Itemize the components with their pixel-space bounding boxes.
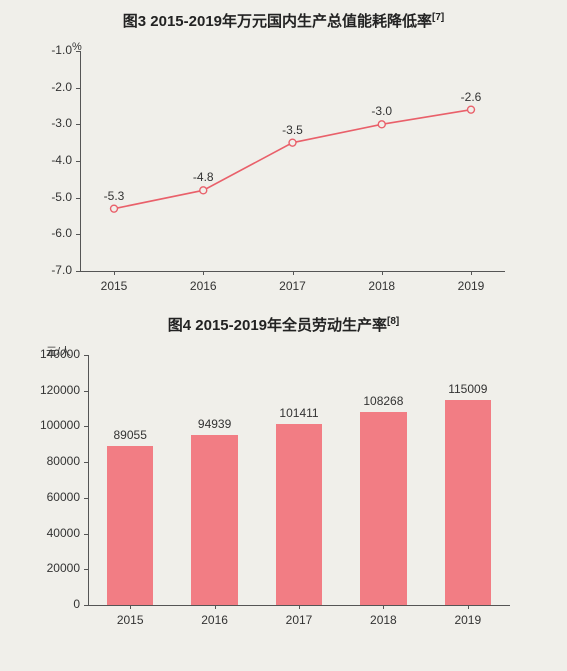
chart-3-title-prefix: 图3	[123, 13, 151, 30]
chart-3-marker	[289, 139, 296, 146]
chart-4-x-tick	[299, 605, 300, 609]
chart-3-value-label: -2.6	[446, 90, 496, 104]
chart-4-container: 图4 2015-2019年全员劳动生产率[8] 元/人0200004000060…	[0, 304, 567, 638]
chart-4-y-tick-label: 100000	[30, 418, 80, 432]
chart-4-bar	[360, 412, 406, 605]
chart-4-value-label: 101411	[264, 406, 334, 420]
chart-4-x-tick-label: 2019	[443, 613, 493, 627]
chart-3-marker	[200, 187, 207, 194]
chart-3-value-label: -3.0	[357, 104, 407, 118]
chart-4-y-tick-label: 80000	[30, 454, 80, 468]
chart-3-x-tick-label: 2016	[178, 279, 228, 293]
chart-4-bar	[191, 435, 237, 605]
chart-4-y-tick	[84, 426, 88, 427]
chart-3-value-label: -3.5	[268, 123, 318, 137]
chart-4-x-tick	[130, 605, 131, 609]
chart-3-x-tick	[382, 271, 383, 275]
chart-4-x-tick-label: 2015	[105, 613, 155, 627]
chart-3-x-tick-label: 2019	[446, 279, 496, 293]
chart-4-title-main: 2015-2019年全员劳动生产率	[195, 317, 387, 334]
chart-4-x-tick	[215, 605, 216, 609]
chart-4-bar	[276, 424, 322, 605]
chart-3-x-tick-label: 2015	[89, 279, 139, 293]
chart-4-x-tick	[383, 605, 384, 609]
chart-3-marker	[111, 205, 118, 212]
chart-3-x-tick	[203, 271, 204, 275]
chart-3-title-sup: [7]	[432, 12, 444, 23]
chart-4-x-tick-label: 2018	[358, 613, 408, 627]
chart-3-x-tick-label: 2018	[357, 279, 407, 293]
chart-3-x-tick	[293, 271, 294, 275]
chart-3-x-tick	[471, 271, 472, 275]
chart-4-y-tick-label: 40000	[30, 526, 80, 540]
chart-3-marker	[468, 106, 475, 113]
chart-4-y-tick-label: 20000	[30, 561, 80, 575]
chart-4-value-label: 89055	[95, 428, 165, 442]
chart-4-value-label: 94939	[180, 417, 250, 431]
chart-4-x-tick-label: 2016	[190, 613, 240, 627]
chart-4-x-tick-label: 2017	[274, 613, 324, 627]
chart-3-title-main: 2015-2019年万元国内生产总值能耗降低率	[150, 13, 432, 30]
chart-4-y-tick	[84, 462, 88, 463]
chart-4-y-tick-label: 140000	[30, 347, 80, 361]
chart-4-y-tick	[84, 569, 88, 570]
chart-3-title: 图3 2015-2019年万元国内生产总值能耗降低率[7]	[30, 10, 537, 31]
chart-3-x-tick	[114, 271, 115, 275]
chart-4-y-axis	[88, 355, 89, 605]
chart-4-title-prefix: 图4	[168, 317, 196, 334]
chart-3-value-label: -4.8	[178, 170, 228, 184]
chart-4-y-tick	[84, 355, 88, 356]
chart-3-svg	[30, 39, 520, 299]
chart-4-x-tick	[468, 605, 469, 609]
chart-4-y-tick	[84, 391, 88, 392]
chart-3-marker	[378, 121, 385, 128]
chart-4-plot: 元/人0200004000060000800001000001200001400…	[30, 343, 520, 633]
chart-4-y-tick-label: 60000	[30, 490, 80, 504]
chart-3-x-tick-label: 2017	[268, 279, 318, 293]
chart-3-container: 图3 2015-2019年万元国内生产总值能耗降低率[7] %-1.0-2.0-…	[0, 0, 567, 304]
chart-4-bar	[107, 446, 153, 605]
chart-4-y-tick-label: 120000	[30, 383, 80, 397]
chart-4-y-tick	[84, 498, 88, 499]
chart-4-title-sup: [8]	[387, 316, 399, 327]
chart-4-bar	[445, 400, 491, 605]
chart-4-value-label: 115009	[433, 382, 503, 396]
chart-3-value-label: -5.3	[89, 189, 139, 203]
chart-4-value-label: 108268	[348, 394, 418, 408]
chart-4-y-tick	[84, 534, 88, 535]
chart-4-title: 图4 2015-2019年全员劳动生产率[8]	[30, 314, 537, 335]
chart-4-y-tick-label: 0	[30, 597, 80, 611]
chart-3-plot: %-1.0-2.0-3.0-4.0-5.0-6.0-7.02015-5.3201…	[30, 39, 520, 299]
